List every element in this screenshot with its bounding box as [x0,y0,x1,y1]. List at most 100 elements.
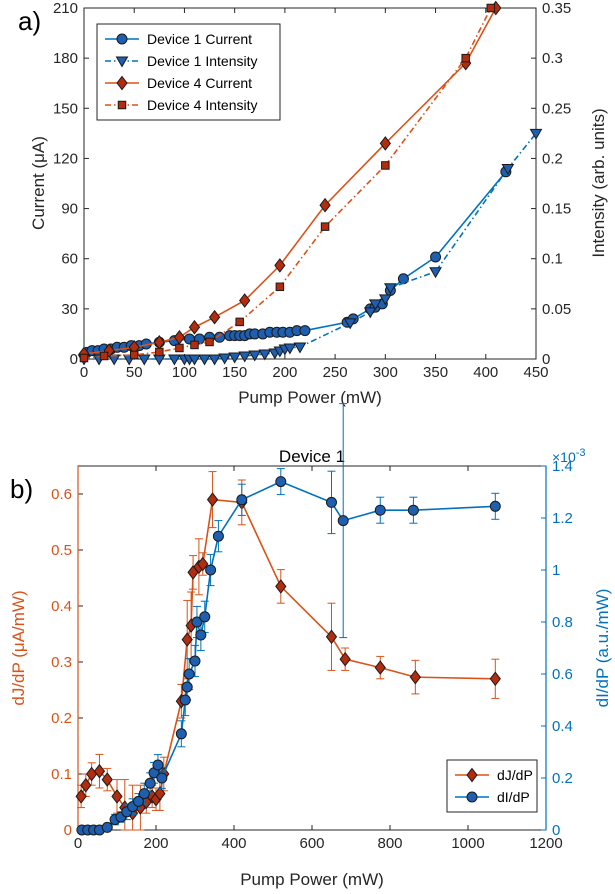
panel-b-ylabel: dJ/dP (μA/mW) [9,590,28,705]
panel-b-xtick-label: 200 [143,835,168,852]
panel-a-data-point [258,349,272,361]
panel-b-title: Device 1 [279,447,345,466]
panel-b-data-point [205,564,217,576]
panel-b-data-point [175,728,187,740]
panel-b-data-point [275,579,287,594]
panel-a-data-point [208,309,221,325]
panel-a-data-point [198,354,211,366]
panel-b-data-point [212,530,224,542]
panel-a-data-point [175,343,184,353]
panel-a-ytick-right-label: 0.35 [542,0,571,17]
panel-b-data-point [275,476,287,488]
panel-a-ytick-right-label: 0.25 [542,100,571,117]
panel-a-legend-box [96,23,281,121]
panel-a-data-point [343,318,357,330]
panel-a-data-point [486,3,496,13]
panel-b-legend-marker [466,767,478,783]
panel-a-ytick-label: 210 [53,0,78,17]
panel-a-series-3 [79,3,496,363]
panel-a-data-point [155,347,164,357]
panel-a-legend-label: Device 4 Intensity [147,97,258,113]
panel-a-data-point [228,352,242,364]
panel-b: b) Device 1 0 200 400 600 800 1000 120000.10.2… [9,403,612,889]
panel-b-xtick-label: 800 [377,835,402,852]
panel-b-ytick-right-label: 0.2 [552,770,573,787]
panel-b-data-point [181,681,193,693]
panel-a-ylabel: Current (μA) [29,136,48,230]
panel-a-data-point [99,351,109,361]
panel-a-xtick-label: 0 [80,364,88,381]
panel-b-data-point [101,772,113,787]
panel-b-data-point [195,629,207,641]
panel-a-data-point [79,353,89,363]
panel-a: a) 0 50 100 150 200 250 300 350 400 4500306090120… [18,0,608,407]
panel-b-data-point [101,821,113,833]
panel-a-ytick-right-label: 0.15 [542,201,571,218]
panel-a-xtick-label: 400 [473,364,498,381]
panel-a-ytick-label: 90 [61,201,78,218]
panel-a-legend-label: Device 1 Current [147,31,252,47]
panel-b-ytick-label: 0.3 [51,654,72,671]
panel-a-legend-label: Device 4 Current [147,75,252,91]
panel-b-right-exponent: ×10-3 [552,447,586,465]
panel-b-data-point [236,494,248,506]
panel-a-xlabel: Pump Power (mW) [238,388,382,407]
panel-b-data-point [337,515,349,527]
panel-b-data-point [374,504,386,516]
panel-a-data-point [168,354,181,366]
panel-b-series-line [80,498,496,815]
panel-a-data-point [529,128,543,140]
panel-b-ytick-label: 0 [64,822,72,839]
panel-a-data-point [397,273,409,285]
panel-b-ytick-right-label: 1.4 [552,458,573,475]
panel-b-data-point [132,795,144,807]
panel-b-data-point [191,616,203,628]
panel-b-data-point [339,651,351,667]
panel-a-data-point [368,299,382,311]
panel-a-ytick-label: 0 [70,351,78,368]
panel-a-data-point [235,317,244,327]
panel-b-data-point [179,694,191,706]
panel-a-ytick-label: 180 [53,50,78,67]
panel-b-xtick-label: 600 [299,835,324,852]
panel-b-data-point [138,788,150,800]
panel-a-data-point [299,325,311,337]
panel-b-ytick-right-label: 1 [552,562,560,579]
panel-a-data-point [461,53,470,63]
panel-a-legend: Device 1 Current Device 1 Intensity Device… [96,23,281,121]
panel-b-ytick-right-label: 0.6 [552,666,573,683]
panel-a-data-point [383,283,397,295]
panel-a-data-point [248,350,262,362]
panel-a-data-point [188,319,201,335]
panel-b-xtick-label: 400 [221,835,246,852]
panel-a-data-point [283,343,297,355]
panel-a-data-point [190,340,199,350]
panel-a-data-point [238,351,252,363]
panel-b-data-point [75,789,87,804]
panel-b-data-point [409,669,421,685]
panel-b-data-point [206,492,219,507]
panel-a-xtick-label: 100 [172,364,197,381]
panel-b-ytick-right-label: 0 [552,822,560,839]
panel-a-ytick-label: 30 [61,301,78,318]
panel-a-data-point [137,354,151,366]
panel-b-xlabel: Pump Power (mW) [240,870,384,889]
panel-b-ytick-label: 0.4 [51,598,72,615]
panel-b-ytick-right-label: 1.2 [552,510,573,527]
panel-a-data-point [429,267,442,279]
panel-a-xtick-label: 300 [373,364,398,381]
panel-a-data-point [208,354,221,366]
panel-a-label: a) [18,6,41,36]
panel-a-data-point [319,197,331,213]
panel-b-data-point [199,611,211,623]
panel-a-ytick-right-label: 0 [542,351,550,368]
panel-a-data-point [129,350,139,360]
panel-a-legend-marker [116,33,128,45]
panel-b-data-point [144,777,156,789]
panel-b-xtick-label: 1000 [451,835,484,852]
panel-a-ytick-right-label: 0.1 [542,251,563,268]
panel-a-xtick-label: 250 [323,364,348,381]
panel-a-data-point [379,136,391,151]
panel-a-data-point [430,251,442,263]
panel-b-data-point [326,496,337,508]
